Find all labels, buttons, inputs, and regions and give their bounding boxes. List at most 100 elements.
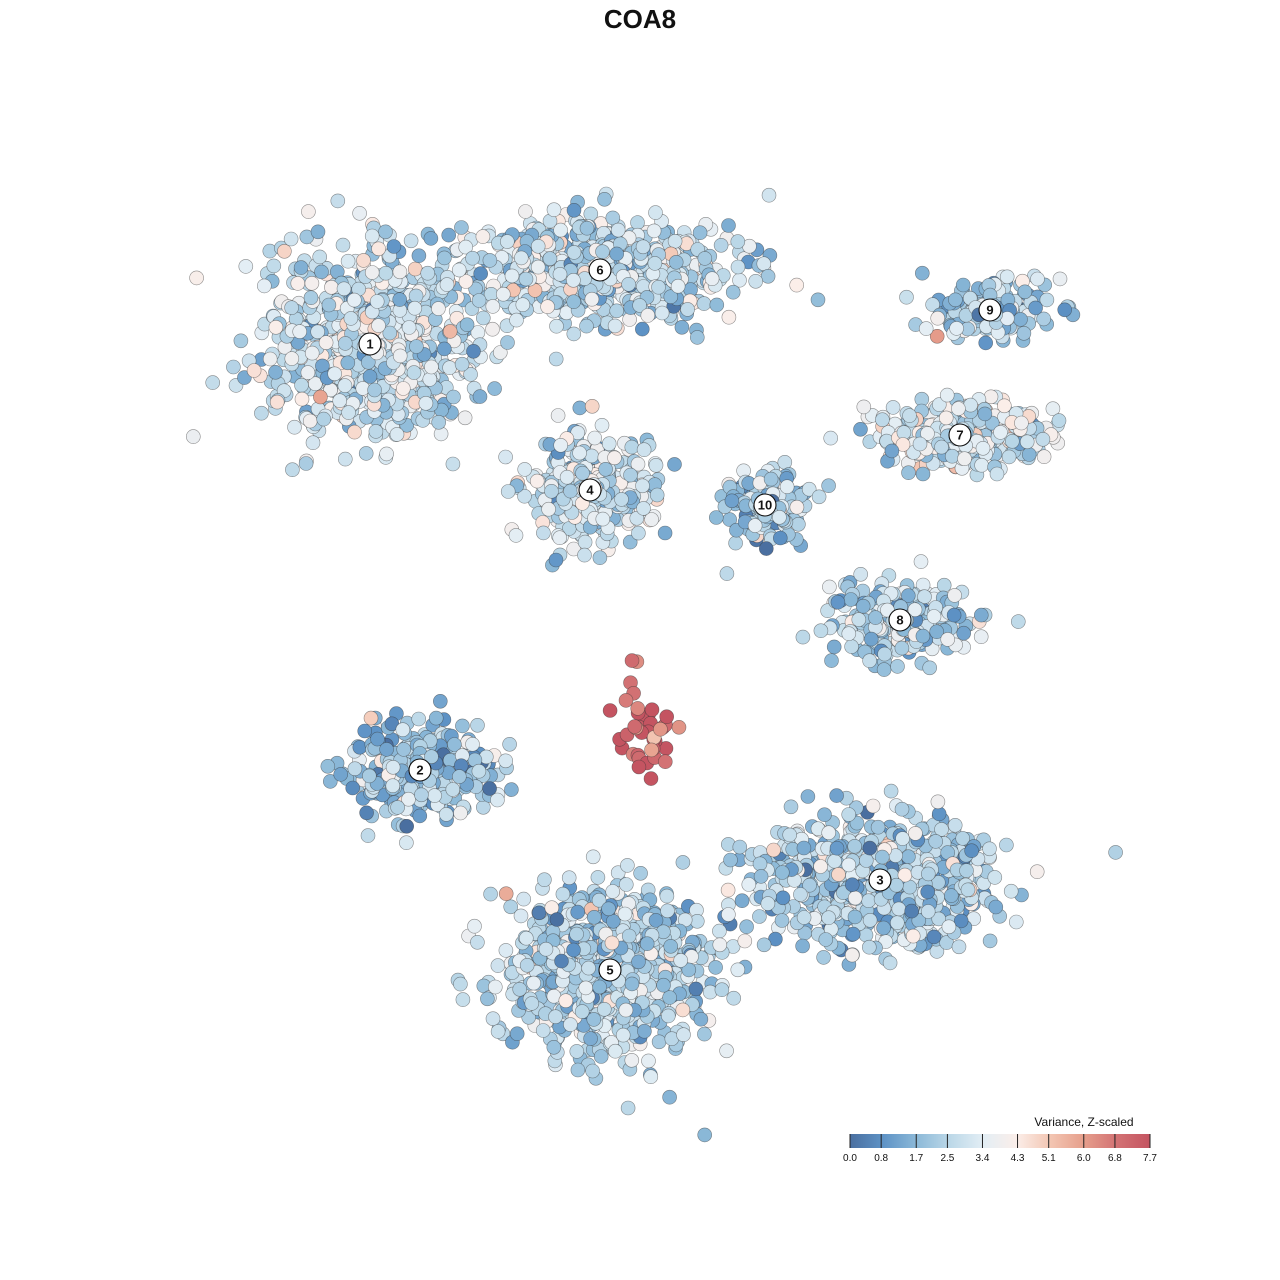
point-cluster-4 [624,439,640,455]
point-cluster-6 [454,220,469,235]
point-cluster-6 [709,297,725,313]
point-cluster-9 [999,269,1015,285]
point-cluster-6 [423,231,439,246]
point-cluster-2 [399,818,415,834]
point-cluster-2 [432,693,448,709]
point-cluster-6 [475,229,491,244]
point-cluster-2 [451,769,467,784]
point-cluster-5 [633,865,648,881]
point-cluster-7 [957,451,972,467]
point-cluster-2 [471,763,487,779]
point-cluster-6 [680,302,695,317]
point-cluster-1 [340,355,356,371]
point-cluster-8 [844,639,859,654]
point-cluster-1 [324,279,339,295]
point-cluster-1 [466,343,481,359]
point-cluster-5 [651,1034,667,1050]
point-cluster-2 [379,742,394,757]
point-cluster-6 [730,234,746,249]
point-cluster-1 [330,193,346,209]
point-cluster-7 [974,457,989,473]
point-cluster-9 [1028,300,1043,316]
point-cluster-9 [1052,271,1068,287]
point-cluster-6 [689,330,705,345]
point-cluster-8 [946,607,962,623]
point-cluster-1 [358,446,374,461]
point-cluster-5 [620,1100,636,1116]
point-cluster-4 [598,461,613,477]
point-cluster-4 [595,511,611,527]
point-cluster-3 [908,826,923,841]
point-cluster-7 [823,430,839,446]
point-cluster-4 [508,528,524,543]
point-cluster-6 [436,341,452,357]
point-cluster-5 [498,886,514,902]
point-cluster-1 [500,335,515,350]
point-cluster-1 [431,301,446,316]
point-cluster-5 [760,896,776,911]
point-cluster-5 [561,870,577,886]
point-cluster-6 [579,220,595,236]
point-cluster-2 [465,736,480,752]
point-cluster-5 [708,960,723,975]
point-cluster-6 [518,271,534,287]
point-cluster-5 [659,888,675,904]
point-cluster-3 [774,913,790,928]
point-cluster-1 [302,413,318,429]
point-cluster-8 [824,653,839,668]
point-cluster-1 [327,366,343,382]
point-cluster-1 [463,367,478,382]
point-cluster-4 [572,400,588,416]
point-cluster-7 [1036,449,1052,465]
point-cluster-8 [947,588,962,603]
point-cluster-4 [636,501,651,516]
point-cluster-6 [495,286,511,302]
point-cluster-1 [285,462,300,478]
point-cluster-6 [566,203,582,218]
point-cluster-2 [352,739,368,755]
point-cluster-9 [914,265,930,281]
point-cluster-1 [420,265,436,281]
point-cluster-1 [305,435,321,451]
point-cluster-8 [826,639,842,655]
point-cluster-3 [982,841,997,857]
point-cluster-1 [392,348,408,364]
point-cluster-1 [492,345,508,360]
point-cluster-6 [566,294,582,310]
point-cluster-9 [918,321,934,336]
point-cluster-3 [862,840,878,856]
point-cluster-3 [818,932,834,947]
point-cluster-1 [301,204,316,219]
point-cluster-8 [841,626,857,642]
point-cluster-1 [406,365,422,380]
point-cluster-1 [424,359,439,375]
point-cluster-1 [485,321,500,337]
point-cluster-3 [732,839,748,855]
point-cluster-3 [829,840,845,856]
point-cluster-3 [847,909,863,925]
point-cluster-1 [407,300,423,316]
point-cluster-8 [973,629,989,645]
point-cluster-1 [431,414,447,430]
point-cluster-1 [392,264,408,280]
point-cluster-7 [875,412,890,428]
point-cluster-7 [902,408,917,423]
point-cluster-3 [894,801,910,817]
point-cluster-10 [779,479,795,495]
point-cluster-8 [795,629,811,645]
point-cluster-5 [719,1043,734,1059]
point-cluster-1 [487,381,502,396]
point-cluster-3 [959,863,974,878]
point-cluster-1 [369,294,385,309]
point-cluster-5 [509,1026,525,1041]
point-cluster-4 [648,457,664,473]
point-cluster-1 [337,336,353,351]
point-cluster-1 [472,389,488,404]
point-cluster-4 [592,550,608,566]
point-cluster-4 [631,525,646,541]
point-cluster-1 [395,381,411,396]
point-cluster-6 [789,277,805,293]
point-cluster-6 [509,312,524,328]
point-cluster-6 [566,272,581,288]
point-cluster-3 [930,794,946,810]
